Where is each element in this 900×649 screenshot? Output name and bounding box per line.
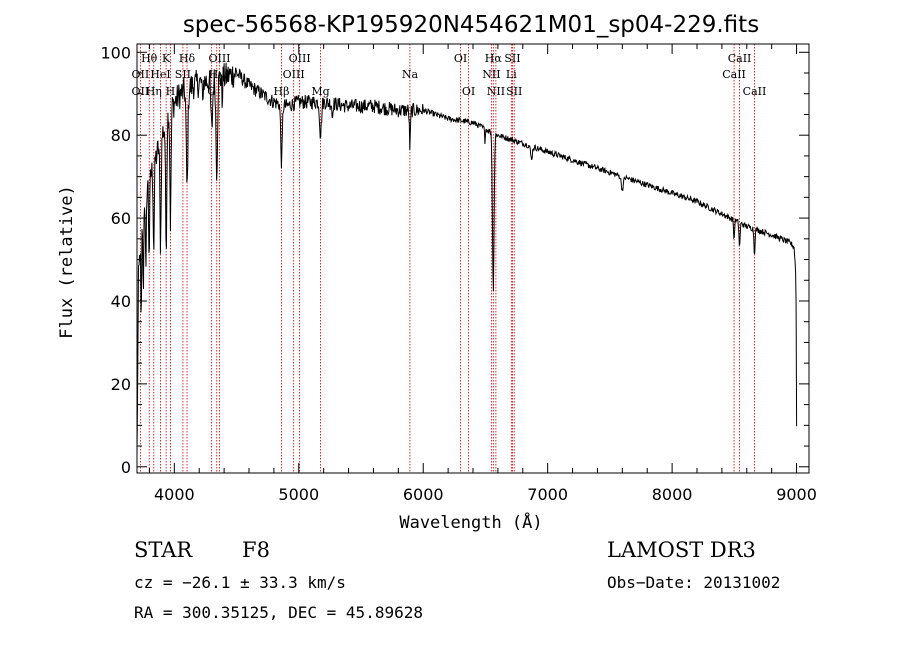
line-label-14: Hβ — [274, 85, 290, 98]
y-tick-label-20: 20 — [111, 375, 131, 394]
obs-date: Obs−Date: 20131002 — [607, 573, 781, 592]
subclass: F8 — [242, 538, 270, 562]
x-tick-label-6000: 6000 — [403, 485, 444, 504]
line-label-19: Hα — [485, 52, 503, 65]
spectral-line-labels: Hθ OII OII K HeI Hη H Hδ SII OIII Hγ G OIII OIII Hβ Mg N… — [132, 52, 767, 98]
plot-frame — [136, 43, 810, 474]
y-tick-label-80: 80 — [111, 126, 131, 145]
redshift-info: cz = −26.1 ± 33.3 km/s — [134, 573, 346, 592]
line-label-3: K — [162, 52, 171, 65]
spectrum-layer — [136, 62, 798, 455]
line-label-2: OII — [132, 85, 150, 98]
line-label-27: CaII — [743, 85, 767, 98]
line-label-9: OIII — [208, 52, 230, 65]
y-tick-label-60: 60 — [111, 209, 131, 228]
y-tick-label-40: 40 — [111, 292, 131, 311]
line-label-6: H — [166, 85, 176, 98]
x-tick-label-4000: 4000 — [154, 485, 195, 504]
spectrum-line — [136, 62, 798, 455]
line-label-21: NII — [482, 68, 500, 81]
line-label-11: G — [207, 85, 216, 98]
y-tick-label-0: 0 — [121, 458, 131, 477]
y-tick-label-100: 100 — [100, 43, 131, 62]
line-label-4: HeI — [150, 68, 170, 81]
line-label-1: OII — [132, 68, 150, 81]
x-tick-label-5000: 5000 — [278, 485, 319, 504]
line-label-16: Na — [402, 68, 419, 81]
y-axis-label: Flux (relative) — [57, 185, 77, 339]
line-label-12: OIII — [289, 52, 311, 65]
line-label-18: OI — [462, 85, 475, 98]
line-label-25: CaII — [728, 52, 752, 65]
line-label-22: Li — [506, 68, 517, 81]
object-type: STAR — [134, 538, 193, 562]
x-tick-label-9000: 9000 — [776, 485, 817, 504]
line-label-20: SII — [504, 52, 520, 65]
line-label-24: SII — [506, 85, 522, 98]
line-label-26: CaII — [722, 68, 746, 81]
x-axis-label: Wavelength (Å) — [399, 511, 542, 533]
line-label-7: Hδ — [179, 52, 196, 65]
chart-title: spec-56568-KP195920N454621M01_sp04-229.f… — [183, 12, 759, 38]
line-label-10: Hγ — [209, 68, 226, 81]
coordinates: RA = 300.35125, DEC = 45.89628 — [134, 603, 423, 622]
line-label-15: Mg — [311, 85, 329, 98]
line-label-8: SII — [175, 68, 191, 81]
line-label-0: Hθ — [141, 52, 158, 65]
line-label-5: Hη — [146, 85, 162, 98]
spectral-line-markers — [139, 44, 755, 473]
line-label-13: OIII — [283, 68, 305, 81]
line-label-17: OI — [454, 52, 467, 65]
line-label-23: NII — [487, 85, 505, 98]
x-tick-label-8000: 8000 — [652, 485, 693, 504]
survey-label: LAMOST DR3 — [607, 538, 756, 562]
axis-ticks: 4000 5000 6000 7000 8000 9000 0 20 40 60 80 100 — [100, 43, 816, 504]
x-tick-label-7000: 7000 — [527, 485, 568, 504]
